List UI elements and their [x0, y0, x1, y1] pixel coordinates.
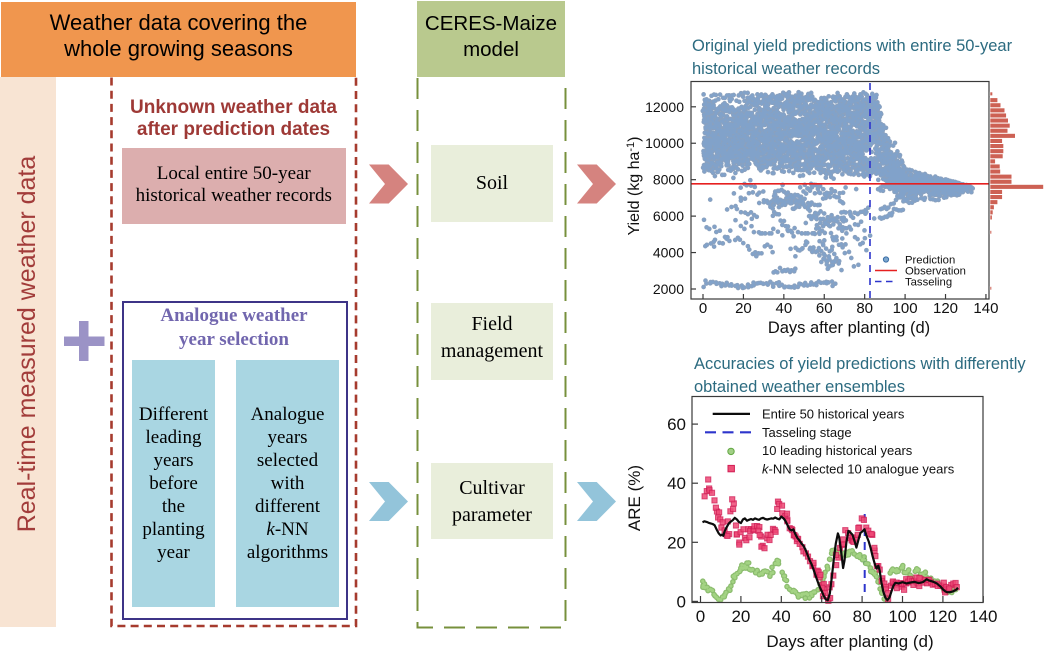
- svg-text:Accuracies of yield prediction: Accuracies of yield predictions with dif…: [694, 355, 1026, 373]
- svg-text:8000: 8000: [653, 172, 684, 188]
- svg-text:40: 40: [772, 607, 791, 626]
- svg-text:60: 60: [667, 415, 686, 434]
- svg-text:0: 0: [677, 592, 686, 611]
- svg-text:100: 100: [893, 300, 918, 317]
- svg-text:0: 0: [696, 607, 705, 626]
- svg-text:120: 120: [933, 300, 958, 317]
- svg-text:Prediction: Prediction: [905, 254, 955, 266]
- svg-text:80: 80: [853, 607, 872, 626]
- svg-text:Original yield predictions wit: Original yield predictions with entire 5…: [692, 37, 1013, 55]
- svg-text:Observation: Observation: [905, 265, 966, 277]
- svg-text:60: 60: [816, 300, 833, 317]
- svg-text:60: 60: [812, 607, 831, 626]
- svg-text:20: 20: [731, 607, 750, 626]
- svg-text:0: 0: [699, 300, 707, 317]
- svg-text:10000: 10000: [645, 135, 684, 151]
- svg-text:Days after planting (d): Days after planting (d): [766, 632, 933, 651]
- svg-text:40: 40: [667, 474, 686, 493]
- svg-text:140: 140: [969, 607, 997, 626]
- svg-text:10 leading historical years: 10 leading historical years: [762, 443, 913, 458]
- svg-text:Days after planting (d): Days after planting (d): [768, 319, 930, 337]
- svg-text:obtained weather ensembles: obtained weather ensembles: [694, 378, 905, 396]
- svg-text:140: 140: [973, 300, 998, 317]
- svg-text:Yield (kg ha-1): Yield (kg ha-1): [625, 136, 643, 235]
- svg-text:Tasseling: Tasseling: [905, 276, 952, 288]
- svg-text:100: 100: [888, 607, 916, 626]
- svg-text:6000: 6000: [653, 208, 684, 224]
- svg-text:4000: 4000: [653, 245, 684, 261]
- svg-text:Entire 50 historical years: Entire 50 historical years: [762, 406, 905, 421]
- svg-text:20: 20: [667, 533, 686, 552]
- svg-text:80: 80: [856, 300, 873, 317]
- svg-text:Tasseling stage: Tasseling stage: [762, 425, 852, 440]
- svg-text:k-NN selected 10 analogue year: k-NN selected 10 analogue years: [762, 462, 955, 477]
- svg-text:120: 120: [929, 607, 957, 626]
- svg-text:20: 20: [735, 300, 752, 317]
- svg-text:2000: 2000: [653, 281, 684, 297]
- svg-text:40: 40: [775, 300, 792, 317]
- svg-text:historical weather records: historical weather records: [692, 60, 880, 78]
- svg-text:12000: 12000: [645, 99, 684, 115]
- svg-text:ARE (%): ARE (%): [625, 465, 644, 531]
